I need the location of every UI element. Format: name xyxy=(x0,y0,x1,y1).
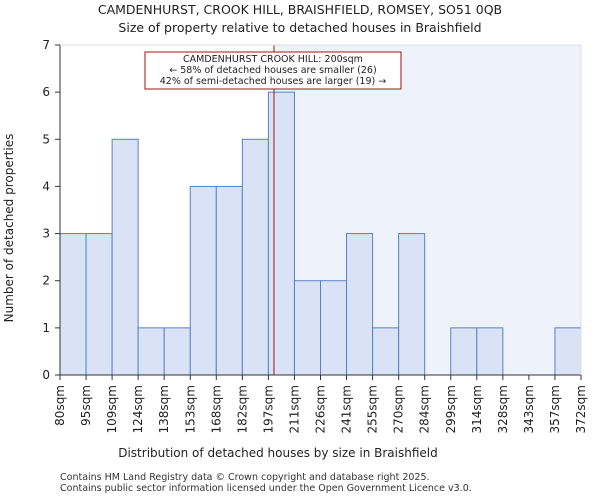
x-tick-label: 241sqm xyxy=(340,385,354,433)
x-tick-label: 95sqm xyxy=(79,385,93,426)
annotation-border xyxy=(144,51,402,90)
bar-138sqm xyxy=(163,327,191,376)
x-tick-label: 299sqm xyxy=(444,385,458,433)
bar-153sqm xyxy=(189,185,217,376)
chart-subtitle: Size of property relative to detached ho… xyxy=(118,20,481,35)
x-tick-label: 168sqm xyxy=(209,385,223,433)
bar-226sqm xyxy=(320,280,348,376)
bar-314sqm xyxy=(476,327,504,376)
y-tick-label: 0 xyxy=(42,368,50,382)
x-tick-label: 197sqm xyxy=(261,385,275,433)
bar-211sqm xyxy=(293,280,322,376)
bar-270sqm xyxy=(398,233,426,376)
x-tick-label: 124sqm xyxy=(131,385,145,433)
x-tick-label: 182sqm xyxy=(235,385,249,433)
bar-124sqm xyxy=(137,327,165,376)
x-tick-label: 314sqm xyxy=(470,385,484,433)
x-tick-label: 343sqm xyxy=(522,385,536,433)
bar-299sqm xyxy=(450,327,478,376)
x-tick-label: 211sqm xyxy=(287,385,301,433)
y-tick-label: 3 xyxy=(42,227,50,241)
x-tick-label: 357sqm xyxy=(548,385,562,433)
annotation-box: CAMDENHURST CROOK HILL: 200sqm ← 58% of … xyxy=(144,51,402,90)
x-tick-label: 372sqm xyxy=(574,385,588,433)
y-tick-label: 1 xyxy=(42,321,50,335)
bar-255sqm xyxy=(372,327,400,376)
x-tick-label: 138sqm xyxy=(157,385,171,433)
footer-line-2: Contains public sector information licen… xyxy=(60,483,472,494)
y-tick-label: 2 xyxy=(42,274,50,288)
y-tick-label: 4 xyxy=(42,179,50,193)
x-tick-label: 109sqm xyxy=(105,385,119,433)
bar-168sqm xyxy=(215,185,243,376)
bar-357sqm xyxy=(554,327,582,376)
x-tick-label: 255sqm xyxy=(366,385,380,433)
x-tick-label: 80sqm xyxy=(53,385,67,426)
y-tick-label: 7 xyxy=(42,38,50,52)
x-tick-label: 284sqm xyxy=(418,385,432,433)
x-tick-label: 153sqm xyxy=(183,385,197,433)
annotation-line-3: 42% of semi-detached houses are larger (… xyxy=(160,76,387,87)
chart-title: CAMDENHURST, CROOK HILL, BRAISHFIELD, RO… xyxy=(98,2,502,17)
x-tick-label: 328sqm xyxy=(496,385,510,433)
y-tick-label: 5 xyxy=(42,132,50,146)
bar-95sqm xyxy=(85,233,113,376)
annotation-line-1: CAMDENHURST CROOK HILL: 200sqm xyxy=(183,54,363,65)
bar-182sqm xyxy=(241,138,269,376)
x-tick-label: 270sqm xyxy=(392,385,406,433)
y-tick-label: 6 xyxy=(42,85,50,99)
y-axis-label: Number of detached properties xyxy=(2,134,16,323)
footer-line-1: Contains HM Land Registry data © Crown c… xyxy=(60,472,430,483)
footer-attribution: Contains HM Land Registry data © Crown c… xyxy=(60,472,472,494)
bar-chart: CAMDENHURST, CROOK HILL, BRAISHFIELD, RO… xyxy=(2,2,588,460)
bar-197sqm xyxy=(267,91,295,376)
bar-241sqm xyxy=(346,233,374,376)
bar-80sqm xyxy=(59,233,87,376)
x-tick-label: 226sqm xyxy=(314,385,328,433)
annotation-line-2: ← 58% of detached houses are smaller (26… xyxy=(169,65,376,76)
bar-109sqm xyxy=(111,138,139,376)
x-axis-label: Distribution of detached houses by size … xyxy=(118,446,438,460)
